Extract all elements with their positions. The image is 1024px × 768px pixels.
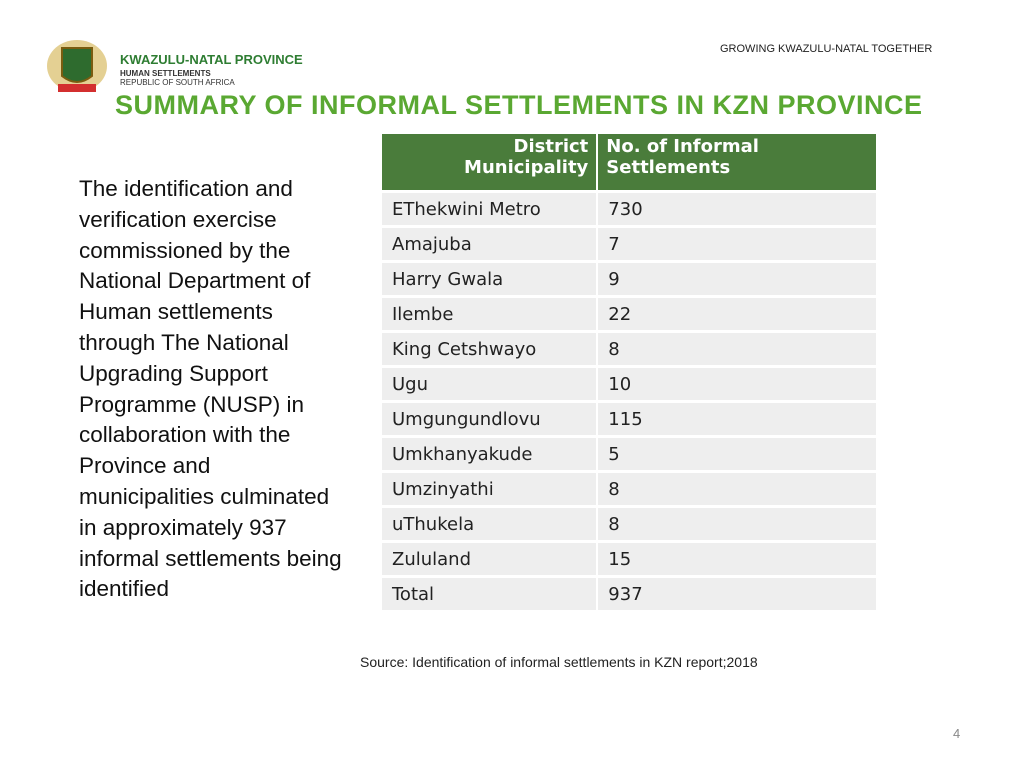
table-row: Harry Gwala 9	[382, 263, 876, 295]
slide-title: SUMMARY OF INFORMAL SETTLEMENTS IN KZN P…	[115, 90, 923, 120]
country: REPUBLIC OF SOUTH AFRICA	[120, 78, 235, 87]
district-cell: EThekwini Metro	[382, 193, 599, 225]
count-cell: 9	[598, 263, 876, 295]
paragraph: The identification and verification exer…	[79, 176, 342, 602]
district-cell: Zululand	[382, 543, 599, 575]
table-row: Ugu 10	[382, 368, 876, 400]
district-cell: Ugu	[382, 368, 599, 400]
district-cell: Umgungundlovu	[382, 403, 599, 435]
department: HUMAN SETTLEMENTS	[120, 69, 211, 78]
table-row: Ilembe 22	[382, 298, 876, 330]
district-cell: Ilembe	[382, 298, 599, 330]
source-note: Source: Identification of informal settl…	[360, 654, 758, 670]
count-cell: 115	[598, 403, 876, 435]
district-cell: uThukela	[382, 508, 599, 540]
district-cell: Total	[382, 578, 599, 610]
column-header: No. of Informal Settlements	[598, 134, 876, 190]
page-number: 4	[953, 726, 961, 741]
header-row: District Municipality No. of Informal Set…	[382, 134, 876, 190]
count-cell: 8	[598, 508, 876, 540]
count-cell: 8	[598, 473, 876, 505]
count-cell: 8	[598, 333, 876, 365]
count-cell: 15	[598, 543, 876, 575]
table-row: Umgungundlovu 115	[382, 403, 876, 435]
table-row: King Cetshwayo 8	[382, 333, 876, 365]
district-cell: Umzinyathi	[382, 473, 599, 505]
coat-of-arms	[47, 40, 107, 92]
count-cell: 730	[598, 193, 876, 225]
table-row: Amajuba 7	[382, 228, 876, 260]
table-row: Zululand 15	[382, 543, 876, 575]
district-cell: Harry Gwala	[382, 263, 599, 295]
count-cell: 7	[598, 228, 876, 260]
table-row: Umzinyathi 8	[382, 473, 876, 505]
district-cell: Umkhanyakude	[382, 438, 599, 470]
count-cell: 22	[598, 298, 876, 330]
district-cell: Amajuba	[382, 228, 599, 260]
column-header: District Municipality	[382, 134, 599, 190]
count-cell: 5	[598, 438, 876, 470]
count-cell: 10	[598, 368, 876, 400]
tagline: GROWING KWAZULU-NATAL TOGETHER	[720, 43, 933, 55]
table-row: Total 937	[382, 578, 876, 610]
settlements-table: District Municipality No. of Informal Set…	[382, 131, 876, 613]
district-cell: King Cetshwayo	[382, 333, 599, 365]
table-row: EThekwini Metro 730	[382, 193, 876, 225]
table-row: Umkhanyakude 5	[382, 438, 876, 470]
count-cell: 937	[598, 578, 876, 610]
province-name: KWAZULU-NATAL PROVINCE	[120, 52, 303, 67]
table-row: uThukela 8	[382, 508, 876, 540]
